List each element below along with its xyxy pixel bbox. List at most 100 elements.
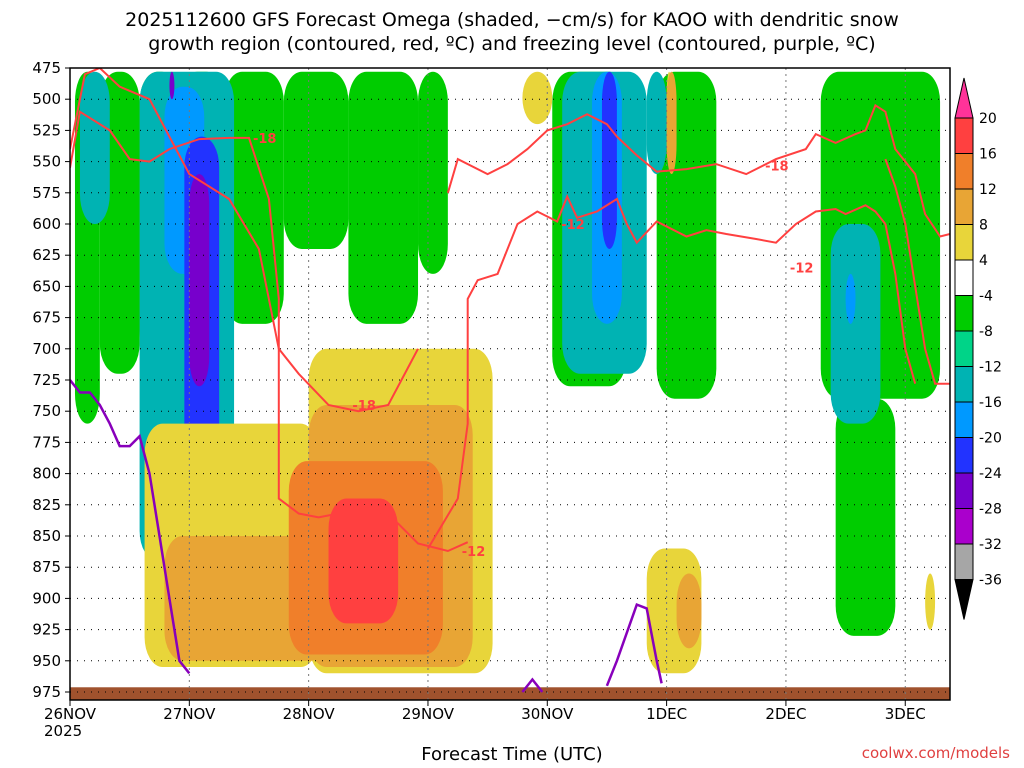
contour-label: -12 <box>462 545 486 560</box>
temp-contour-2 <box>427 193 887 550</box>
x-tick-label: 30NOV <box>521 705 574 723</box>
x-tick-label: 2DEC <box>765 705 806 723</box>
colorbar-cell <box>954 330 974 367</box>
omega-region-6 <box>348 71 419 324</box>
colorbar-tick-label: -4 <box>979 289 993 305</box>
colorbar-cell <box>954 366 974 403</box>
y-tick-label: 525 <box>32 121 61 139</box>
x-tick-label: 28NOV <box>283 705 336 723</box>
contour-label: -18 <box>253 132 276 147</box>
x-tick-label: 29NOV <box>402 705 455 723</box>
y-tick-label: 850 <box>32 527 61 545</box>
x-axis: 26NOV 27NOV 28NOV 29NOV 30NOV 1DEC 2DEC 3DEC <box>44 700 926 723</box>
y-tick-label: 925 <box>32 621 61 639</box>
colorbar-tick-label: 16 <box>979 147 997 163</box>
y-tick-label: 575 <box>32 184 61 202</box>
contour-label: -12 <box>790 262 814 277</box>
y-tick-label: 600 <box>32 215 61 233</box>
y-tick-label: 875 <box>32 558 61 576</box>
contour-labels: -18 -12 -18 -12 -18 -12 <box>253 132 813 560</box>
omega-shading <box>74 71 941 674</box>
y-tick-label: 725 <box>32 371 61 389</box>
temp-contour-0 <box>70 110 469 553</box>
colorbar-cell <box>954 117 974 154</box>
contour-label: -12 <box>561 218 585 233</box>
colorbar-tick-label: 8 <box>979 218 988 234</box>
colorbar-cell <box>954 259 974 296</box>
colorbar-cell <box>954 153 974 190</box>
x-axis-year-label: 2025 <box>44 722 83 740</box>
y-tick-label: 800 <box>32 465 61 483</box>
colorbar-top-triangle <box>954 77 974 119</box>
x-tick-label: 3DEC <box>885 705 926 723</box>
colorbar-cell <box>954 224 974 261</box>
omega-region-12 <box>79 71 110 224</box>
omega-region-7 <box>418 71 448 274</box>
y-tick-label: 650 <box>32 277 61 295</box>
y-tick-label: 625 <box>32 246 61 264</box>
y-axis: 475 500 525 550 575 600 625 650 675 700 725 750 775 8… <box>32 59 70 701</box>
y-tick-label: 550 <box>32 153 61 171</box>
x-tick-label: 26NOV <box>44 705 97 723</box>
colorbar: 20 16 12 8 4 -4 -8 -12 -16 -20 -24 -28 -32 -36 <box>954 77 1002 620</box>
colorbar-bottom-triangle <box>954 579 974 620</box>
temp-contour-1 <box>70 68 419 413</box>
colorbar-tick-label: -16 <box>979 395 1002 411</box>
colorbar-tick-label: -20 <box>979 431 1002 447</box>
temperature-contours <box>70 68 950 693</box>
omega-region-27 <box>522 71 553 125</box>
omega-region-35 <box>328 498 399 624</box>
colorbar-tick-label: -32 <box>979 537 1002 553</box>
colorbar-tick-label: -28 <box>979 502 1002 518</box>
omega-region-11 <box>835 398 896 636</box>
terrain-ground <box>70 687 950 700</box>
y-tick-label: 775 <box>32 433 61 451</box>
temp-contour-3 <box>446 103 950 238</box>
x-tick-label: 1DEC <box>646 705 687 723</box>
colorbar-tick-label: 12 <box>979 182 997 198</box>
omega-region-22 <box>189 174 210 387</box>
omega-region-5 <box>283 71 349 249</box>
contour-label: -18 <box>765 159 789 174</box>
y-tick-label: 675 <box>32 309 61 327</box>
colorbar-tick-label: 20 <box>979 111 997 127</box>
plot-frame <box>69 67 951 701</box>
colorbar-cell <box>954 508 974 545</box>
y-tick-label: 750 <box>32 402 61 420</box>
colorbar-cell <box>954 472 974 509</box>
omega-region-23 <box>169 71 175 100</box>
y-tick-label: 950 <box>32 652 61 670</box>
freezing-level-contour <box>605 602 663 687</box>
omega-region-16 <box>830 224 881 424</box>
x-tick-label: 27NOV <box>163 705 216 723</box>
colorbar-cell <box>954 401 974 438</box>
credit-link[interactable]: coolwx.com/models <box>861 744 1010 762</box>
y-tick-label: 825 <box>32 496 61 514</box>
x-axis-title: Forecast Time (UTC) <box>421 744 603 765</box>
colorbar-cell <box>954 295 974 332</box>
colorbar-tick-label: -12 <box>979 360 1002 376</box>
contour-label: -18 <box>352 399 376 414</box>
temp-contour-4 <box>884 158 950 385</box>
colorbar-cell <box>954 188 974 225</box>
omega-region-4 <box>224 71 284 324</box>
omega-region-33 <box>676 573 702 649</box>
colorbar-tick-label: 4 <box>979 253 988 269</box>
chart-title-line2: growth region (contoured, red, ºC) and f… <box>148 33 876 55</box>
colorbar-tick-label: -36 <box>979 573 1002 589</box>
freezing-level-contour <box>521 677 544 693</box>
freezing-level-contour <box>70 379 191 675</box>
y-tick-label: 500 <box>32 90 61 108</box>
omega-region-32 <box>666 71 677 175</box>
y-tick-label: 475 <box>32 59 61 77</box>
y-tick-label: 900 <box>32 589 61 607</box>
colorbar-cell <box>954 543 974 580</box>
y-tick-label: 700 <box>32 340 61 358</box>
omega-region-19 <box>845 273 856 324</box>
omega-region-15 <box>646 71 667 175</box>
omega-region-28 <box>925 573 936 630</box>
chart-title-line1: 2025112600 GFS Forecast Omega (shaded, −… <box>125 9 899 31</box>
temp-contour-5 <box>884 223 917 384</box>
omega-region-21 <box>601 71 617 249</box>
